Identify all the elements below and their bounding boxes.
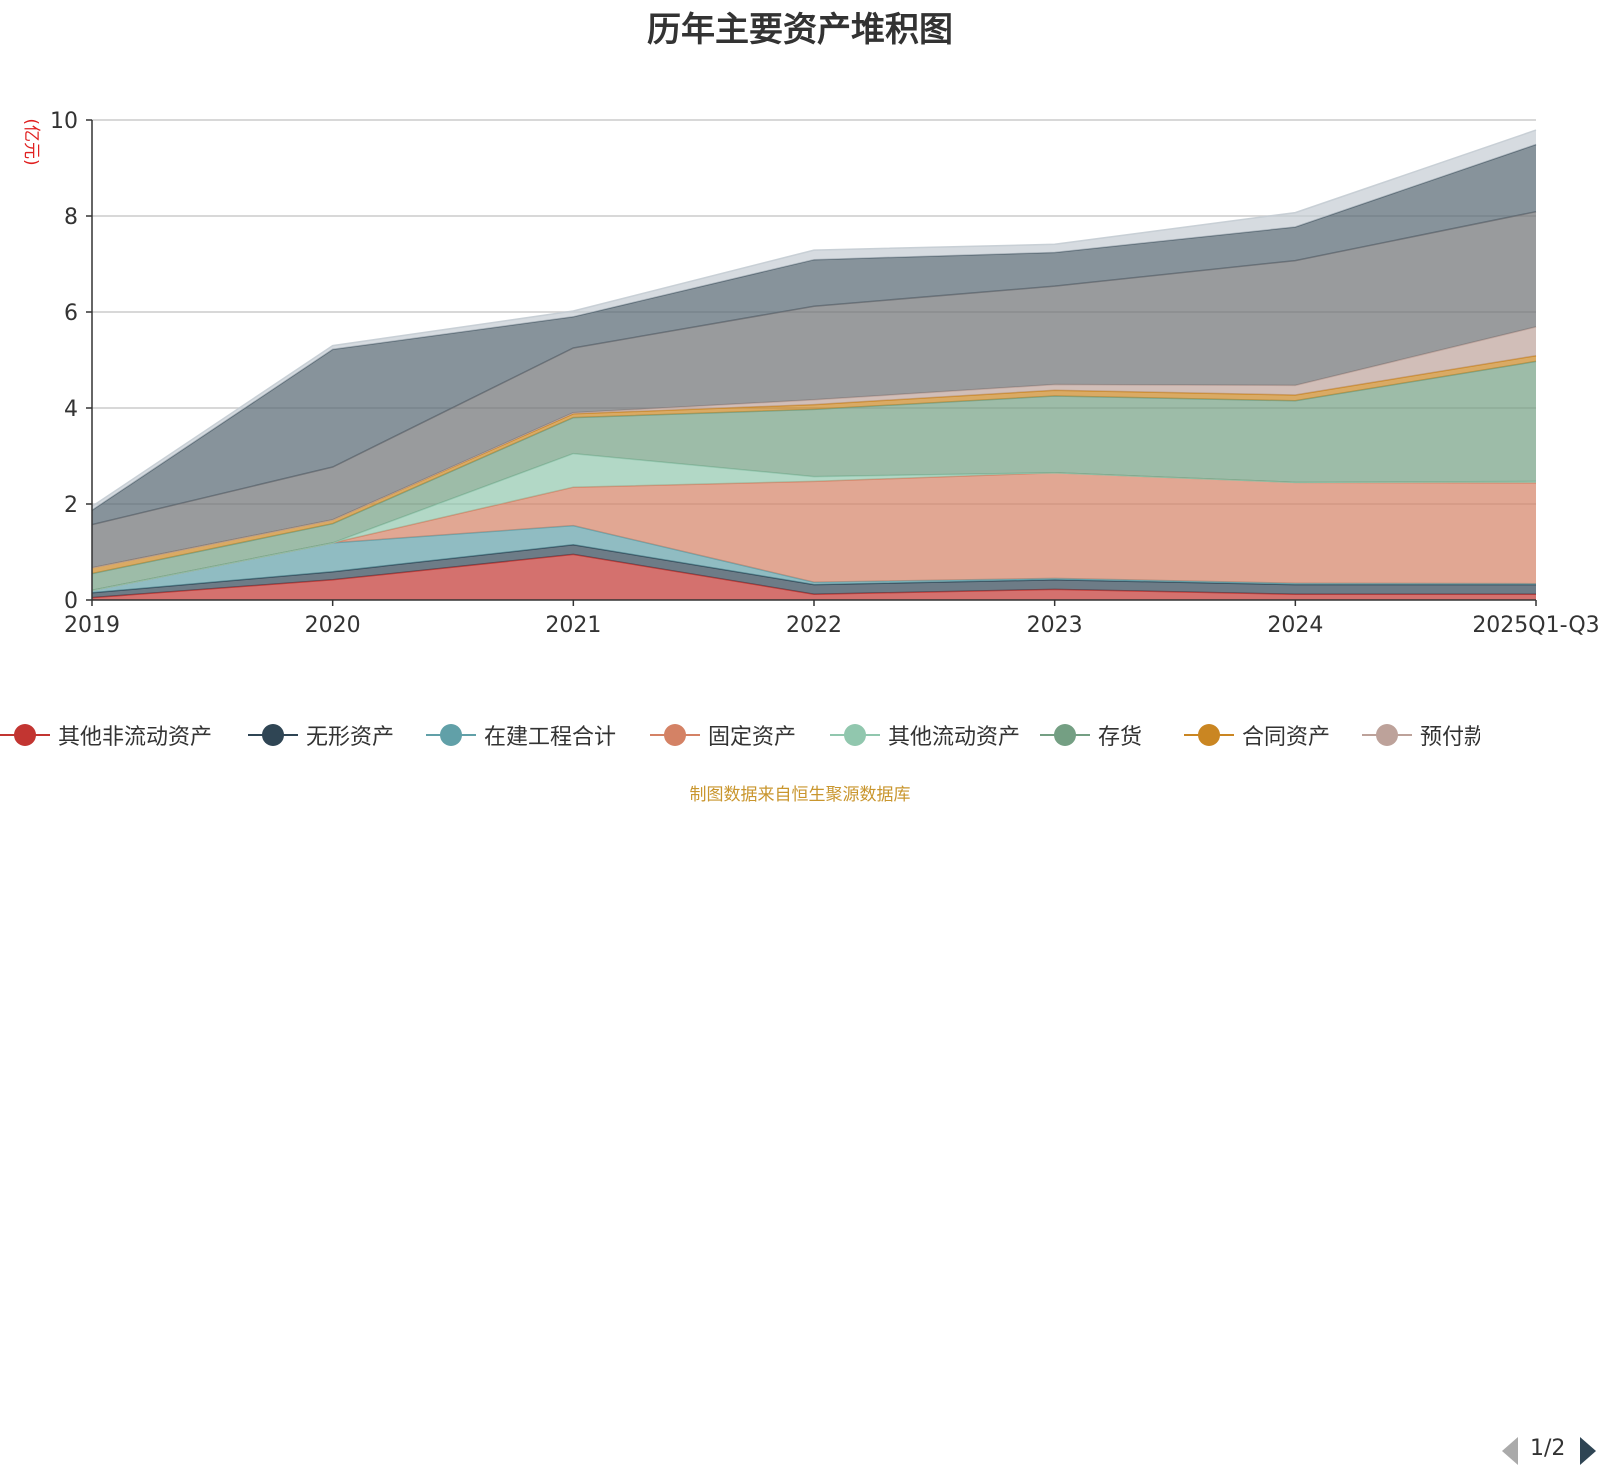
axes: 0 2 4 6 8 10 2019 2020 2021 2022 2023 2024 2025Q1-Q3 (50, 109, 1600, 638)
y-axis-title: (亿元) (21, 118, 41, 165)
series-area-2 (92, 525, 1536, 593)
legend-swatch-icon (650, 724, 700, 746)
series-area-4 (92, 453, 1536, 591)
series-area-5 (92, 361, 1536, 591)
x-tick-label-2: 2021 (545, 613, 601, 638)
y-tick-label-0: 0 (64, 589, 78, 614)
legend-label: 其他流动资产 (888, 725, 1021, 750)
x-tick-label-4: 2023 (1027, 613, 1083, 638)
series-line-10 (91, 129, 1537, 508)
series-area-8 (92, 211, 1536, 568)
legend-swatch-icon (1362, 724, 1412, 746)
legend-item[interactable]: 固定资产 (650, 718, 796, 752)
legend-swatch-icon (1184, 724, 1234, 746)
series-area-7 (92, 326, 1536, 568)
legend-label: 存货 (1098, 725, 1143, 750)
legend-label: 在建工程合计 (484, 725, 617, 750)
legend-swatch-icon (1040, 724, 1090, 746)
legend-next-page-icon[interactable] (1578, 1436, 1598, 1466)
legend-item[interactable]: 无形资产 (248, 718, 394, 752)
y-tick-label-2: 4 (64, 397, 78, 422)
y-tick-label-4: 8 (64, 205, 78, 230)
legend-swatch-icon (426, 724, 476, 746)
x-tick-label-0: 2019 (64, 613, 120, 638)
legend-item[interactable]: 合同资产 (1184, 718, 1330, 752)
series-area-3 (92, 472, 1536, 591)
legend-label: 无形资产 (306, 725, 395, 750)
chart-title: 历年主要资产堆积图 (647, 10, 953, 50)
y-tick-label-5: 10 (50, 109, 78, 134)
x-tick-label-6: 2025Q1-Q3 (1472, 613, 1599, 638)
legend-item[interactable]: 存货 (1040, 718, 1142, 752)
x-tick-label-1: 2020 (305, 613, 361, 638)
legend-items: 其他非流动资产 无形资产 在建工程合计 固定资产 其他流动资产 存货 合同资产 预付款 (0, 718, 1480, 752)
source-note: 制图数据来自恒生聚源数据库 (689, 785, 911, 805)
legend: 其他非流动资产 无形资产 在建工程合计 固定资产 其他流动资产 存货 合同资产 预付款 1/2 (0, 718, 1600, 1465)
legend-label: 预付款 (1420, 725, 1480, 750)
legend-swatch-icon (0, 724, 50, 746)
series-areas (91, 129, 1537, 600)
legend-label: 固定资产 (708, 725, 797, 750)
x-tick-label-3: 2022 (786, 613, 842, 638)
legend-page-indicator: 1/2 (1530, 1436, 1566, 1461)
series-area-0 (92, 554, 1536, 600)
series-area-1 (92, 544, 1536, 598)
legend-prev-page-icon[interactable] (1500, 1436, 1520, 1466)
legend-item[interactable]: 其他流动资产 (830, 718, 1020, 752)
legend-item[interactable]: 其他非流动资产 (0, 718, 212, 752)
legend-swatch-icon (830, 724, 880, 746)
y-tick-label-3: 6 (64, 301, 78, 326)
legend-item[interactable]: 在建工程合计 (426, 718, 616, 752)
legend-item[interactable]: 预付款 (1362, 718, 1480, 752)
legend-swatch-icon (248, 724, 298, 746)
series-area-9 (92, 144, 1536, 525)
chart-area: 0 2 4 6 8 10 2019 2020 2021 2022 2023 2024 2025Q1-Q3… (21, 109, 1600, 638)
x-tick-label-5: 2024 (1267, 613, 1323, 638)
legend-label: 其他非流动资产 (58, 725, 213, 750)
y-tick-label-1: 2 (64, 493, 78, 518)
legend-label: 合同资产 (1242, 725, 1331, 750)
